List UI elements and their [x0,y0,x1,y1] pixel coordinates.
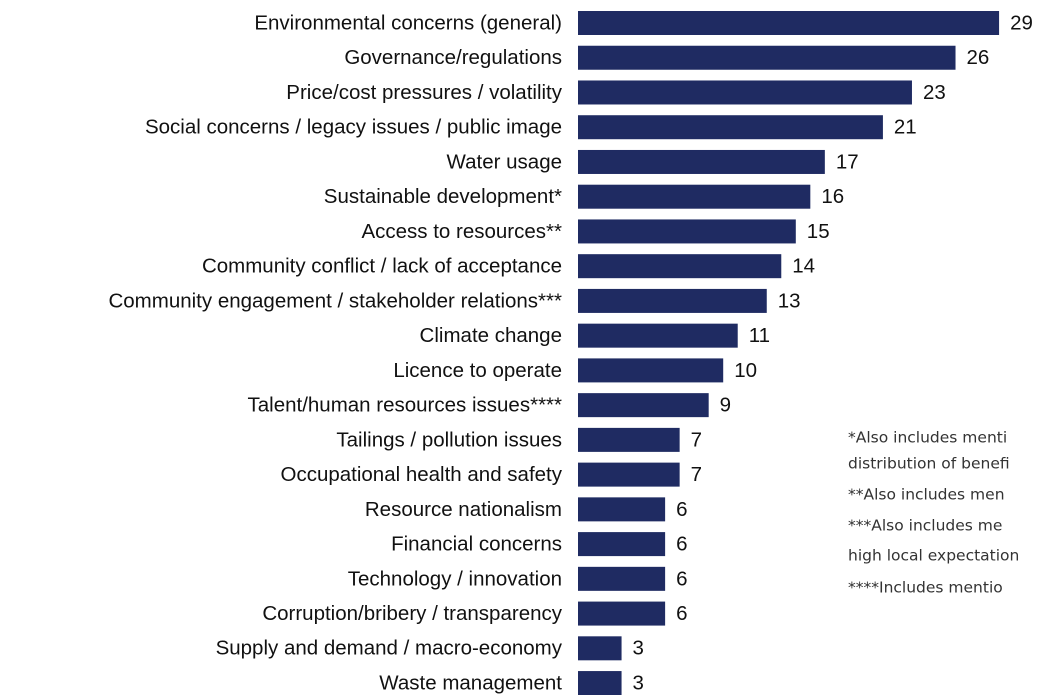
bar [578,636,622,661]
value-label: 6 [676,533,687,556]
footnote: *Also includes menti [848,429,1007,447]
value-label: 6 [676,602,687,625]
bar [578,288,767,313]
category-label: Resource nationalism [365,498,562,521]
category-label: Tailings / pollution issues [336,428,562,451]
value-label: 17 [836,150,859,173]
category-label: Price/cost pressures / volatility [286,81,562,104]
value-label: 23 [923,81,946,104]
bar [578,497,666,522]
bar [578,393,709,418]
value-label: 21 [894,116,917,139]
bar [578,254,782,279]
bar [578,80,912,105]
category-label: Licence to operate [393,359,562,382]
bar [578,115,883,140]
category-label: Financial concerns [391,533,562,556]
value-label: 7 [691,463,702,486]
value-label: 16 [821,185,844,208]
category-label: Sustainable development* [324,185,562,208]
value-label: 3 [633,637,644,660]
category-label: Supply and demand / macro-economy [216,637,563,660]
category-label: Environmental concerns (general) [254,11,562,34]
value-label: 6 [676,567,687,590]
value-label: 10 [734,359,757,382]
value-label: 26 [967,46,990,69]
category-label: Climate change [420,324,562,347]
category-label: Occupational health and safety [281,463,563,486]
value-label: 13 [778,289,801,312]
value-label: 3 [633,671,644,694]
category-label: Community engagement / stakeholder relat… [108,289,562,312]
bar [578,427,680,452]
bar [578,601,666,626]
category-label: Talent/human resources issues**** [248,394,563,417]
value-label: 9 [720,394,731,417]
footnote: distribution of benefi [848,455,1010,473]
category-label: Social concerns / legacy issues / public… [145,116,562,139]
category-label: Governance/regulations [344,46,562,69]
bar [578,566,666,591]
bar [578,184,811,209]
bar [578,671,622,695]
bar [578,532,666,557]
category-label: Community conflict / lack of acceptance [202,255,562,278]
bar [578,219,796,244]
category-label: Corruption/bribery / transparency [262,602,562,625]
value-label: 14 [792,255,815,278]
footnote: **Also includes men [848,486,1005,504]
bar [578,323,738,348]
category-label: Access to resources** [361,220,562,243]
footnote: ***Also includes me [848,517,1002,535]
value-label: 11 [749,324,770,347]
value-label: 15 [807,220,830,243]
bar [578,11,1000,35]
value-label: 29 [1010,11,1033,34]
value-label: 7 [691,428,702,451]
category-label: Technology / innovation [348,567,562,590]
bar [578,462,680,487]
bar [578,149,825,174]
category-label: Water usage [447,150,562,173]
footnote: high local expectation [848,547,1019,565]
bar [578,358,724,383]
value-label: 6 [676,498,687,521]
footnote: ****Includes mentio [848,579,1003,597]
bar [578,45,956,70]
category-label: Waste management [379,671,562,694]
